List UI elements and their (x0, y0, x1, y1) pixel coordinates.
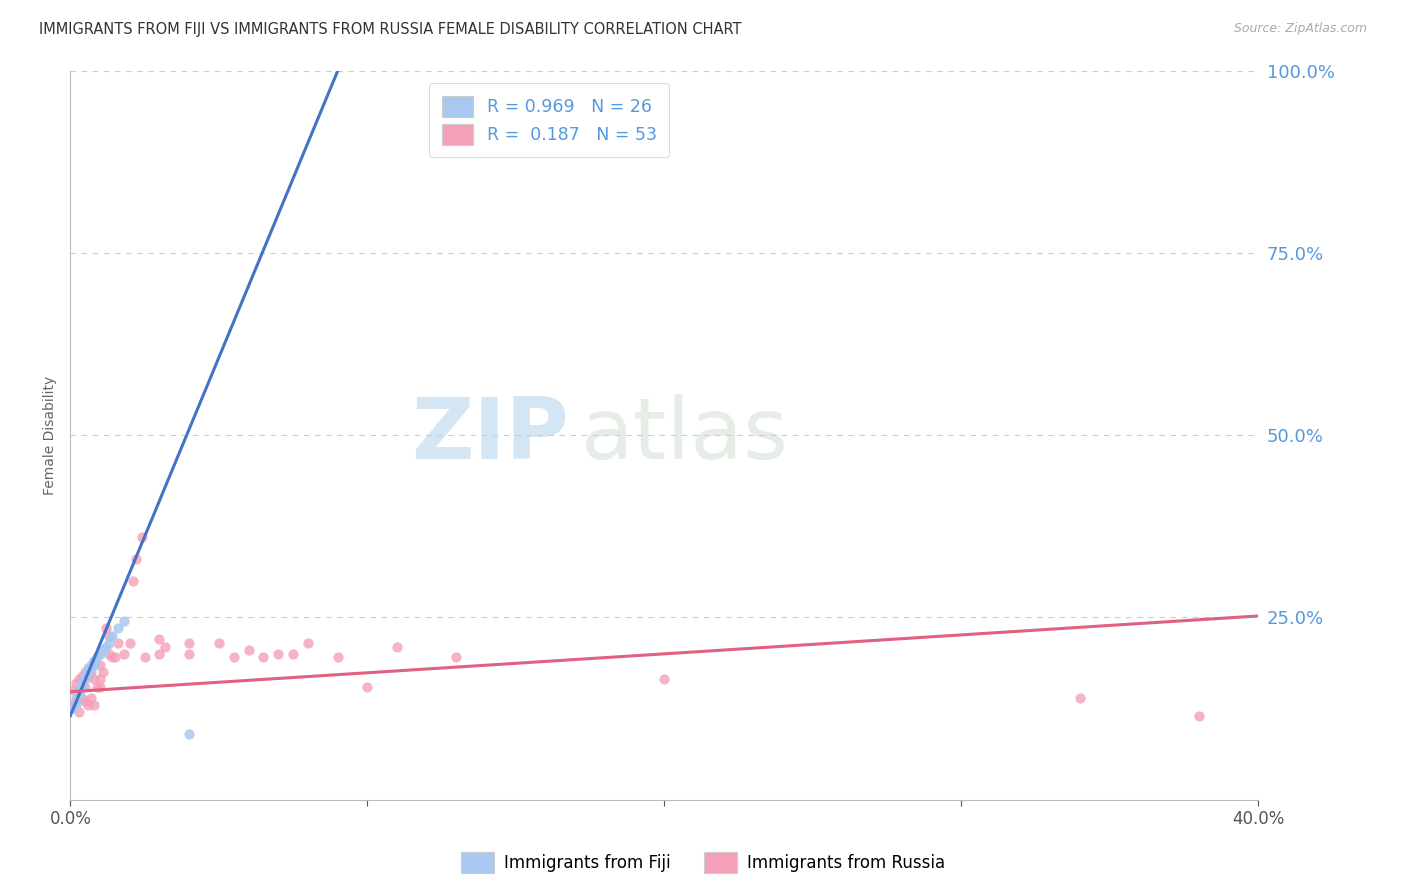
Point (86, 650, 108, 665)
Point (86, 680, 108, 694)
Point (148, 632, 170, 647)
Point (75, 668, 97, 682)
Point (65, 690, 87, 705)
Point (94, 640, 117, 654)
Point (118, 636, 141, 650)
Point (75, 694, 97, 708)
Point (83, 654, 105, 668)
Point (62, 698, 84, 712)
Point (101, 629, 124, 643)
Point (155, 640, 177, 654)
Point (80, 690, 103, 705)
Point (83, 654, 105, 668)
Point (89, 673, 111, 687)
Point (446, 650, 468, 665)
Text: ZIP: ZIP (412, 393, 569, 477)
Point (80, 661, 103, 675)
Point (70, 690, 93, 705)
Point (208, 636, 231, 650)
Text: IMMIGRANTS FROM FIJI VS IMMIGRANTS FROM RUSSIA FEMALE DISABILITY CORRELATION CHA: IMMIGRANTS FROM FIJI VS IMMIGRANTS FROM … (39, 22, 742, 37)
Point (297, 636, 319, 650)
Point (252, 650, 274, 665)
Point (65, 694, 87, 708)
Point (179, 647, 201, 661)
Point (67, 673, 90, 687)
Point (70, 668, 93, 682)
Point (77, 665, 100, 679)
Point (385, 640, 408, 654)
Legend: Immigrants from Fiji, Immigrants from Russia: Immigrants from Fiji, Immigrants from Ru… (454, 846, 952, 880)
Point (89, 680, 111, 694)
Point (97, 636, 120, 650)
Point (179, 727, 201, 741)
Point (77, 661, 100, 675)
Point (77, 698, 100, 712)
Text: atlas: atlas (581, 393, 789, 477)
Point (80, 665, 103, 679)
Point (326, 650, 349, 665)
Point (1188, 708, 1211, 723)
Point (267, 647, 290, 661)
Point (89, 647, 111, 661)
Point (91, 665, 114, 679)
Point (65, 698, 87, 712)
Point (70, 680, 93, 694)
Point (75, 673, 97, 687)
Point (1069, 690, 1091, 705)
Point (67, 683, 90, 698)
Point (112, 647, 135, 661)
Point (77, 665, 100, 679)
Point (94, 621, 117, 635)
Y-axis label: Female Disability: Female Disability (44, 376, 58, 495)
Point (121, 574, 143, 588)
Point (80, 657, 103, 672)
Point (62, 683, 84, 698)
Point (83, 657, 105, 672)
Point (238, 643, 260, 657)
Point (356, 680, 378, 694)
Point (222, 650, 245, 665)
Point (67, 705, 90, 719)
Point (148, 647, 170, 661)
Point (112, 614, 135, 628)
Point (281, 647, 304, 661)
Point (97, 629, 120, 643)
Point (104, 650, 127, 665)
Text: Source: ZipAtlas.com: Source: ZipAtlas.com (1233, 22, 1367, 36)
Point (89, 657, 111, 672)
Point (124, 552, 146, 566)
Point (83, 698, 105, 712)
Point (179, 636, 201, 650)
Point (131, 530, 153, 544)
Point (67, 687, 90, 701)
Point (75, 680, 97, 694)
Point (91, 643, 114, 657)
Point (83, 673, 105, 687)
Legend: R = 0.969   N = 26, R =  0.187   N = 53: R = 0.969 N = 26, R = 0.187 N = 53 (429, 83, 669, 157)
Point (107, 636, 129, 650)
Point (97, 647, 120, 661)
Point (75, 665, 97, 679)
Point (101, 650, 124, 665)
Point (134, 650, 156, 665)
Point (77, 668, 100, 682)
Point (654, 673, 676, 687)
Point (65, 676, 87, 690)
Point (62, 701, 84, 715)
Point (107, 621, 129, 635)
Point (70, 676, 93, 690)
